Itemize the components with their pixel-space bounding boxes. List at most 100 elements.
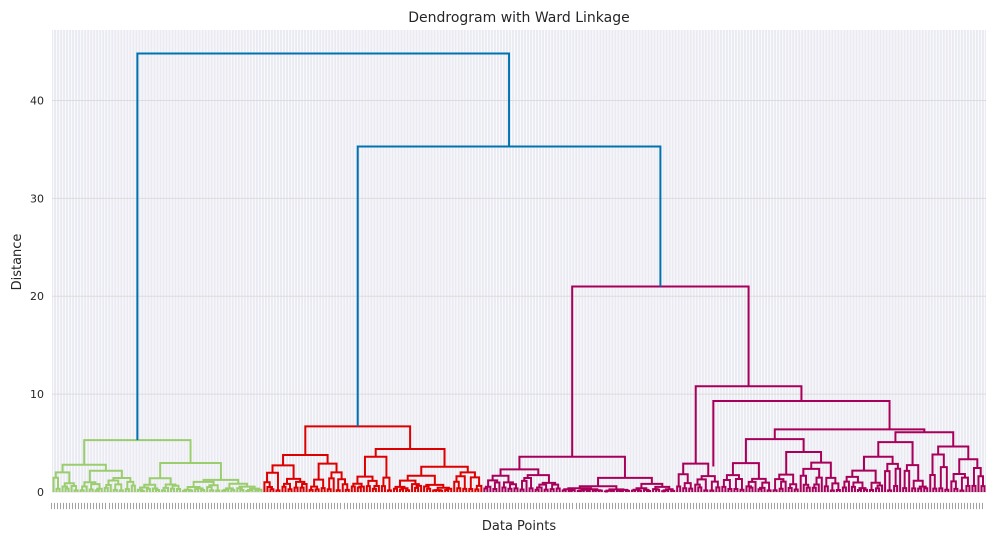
x-tick-label: — xyxy=(807,503,815,510)
gridlines xyxy=(52,30,986,493)
x-tick-label: — xyxy=(873,503,881,510)
x-tick-label: — xyxy=(542,503,550,510)
x-tick-label: — xyxy=(701,503,709,510)
dendrogram-link xyxy=(386,489,392,492)
x-tick-label: — xyxy=(710,503,718,510)
x-axis-ticks: ————————————————————————————————————————… xyxy=(48,502,987,509)
dendrogram-link xyxy=(929,473,936,492)
dendrogram-link xyxy=(747,480,757,492)
x-tick-label: — xyxy=(578,503,586,510)
x-tick-label: — xyxy=(942,503,950,510)
x-tick-label: — xyxy=(451,503,459,510)
x-tick-label: — xyxy=(587,503,595,510)
x-tick-label: — xyxy=(418,503,426,510)
dendrogram-link xyxy=(281,485,287,492)
x-tick-label: — xyxy=(894,503,902,510)
x-tick-label: — xyxy=(611,503,619,510)
x-tick-label: — xyxy=(123,503,131,510)
x-tick-label: — xyxy=(376,503,384,510)
dendrogram-link xyxy=(373,485,380,492)
dendrogram-link xyxy=(96,487,103,492)
x-tick-label: — xyxy=(870,503,878,510)
x-tick-label: — xyxy=(584,503,592,510)
x-tick-label: — xyxy=(843,503,851,510)
x-tick-label: — xyxy=(527,503,535,510)
x-tick-label: — xyxy=(475,503,483,510)
dendrogram-link xyxy=(682,487,688,492)
x-tick-label: — xyxy=(623,503,631,510)
x-tick-label: — xyxy=(370,503,378,510)
x-tick-label: — xyxy=(903,503,911,510)
dendrogram-link xyxy=(192,480,215,487)
dendrogram-link xyxy=(230,488,236,492)
x-tick-label: — xyxy=(412,503,420,510)
x-tick-label: — xyxy=(171,503,179,510)
x-tick-label: — xyxy=(177,503,185,510)
x-tick-label: — xyxy=(831,503,839,510)
dendrogram-link xyxy=(528,487,534,492)
x-tick-label: — xyxy=(858,503,866,510)
dendrogram-link xyxy=(640,482,664,489)
x-tick-label: — xyxy=(978,503,986,510)
dendrogram-link xyxy=(694,483,701,492)
dendrogram-link xyxy=(249,487,261,491)
x-tick-label: — xyxy=(876,503,884,510)
dendrogram-link xyxy=(952,472,966,482)
x-tick-label: — xyxy=(66,503,74,510)
x-tick-label: — xyxy=(819,503,827,510)
dendrogram-link xyxy=(314,488,320,492)
x-tick-label: — xyxy=(716,503,724,510)
x-tick-label: — xyxy=(394,503,402,510)
x-tick-label: — xyxy=(846,503,854,510)
dendrogram-link xyxy=(677,473,689,487)
x-tick-label: — xyxy=(210,503,218,510)
x-tick-label: — xyxy=(918,503,926,510)
dendrogram-link xyxy=(585,489,591,492)
dendrogram-link xyxy=(320,487,326,492)
dendrogram-link xyxy=(971,484,977,492)
x-tick-label: — xyxy=(201,503,209,510)
dendrogram-link xyxy=(810,461,832,478)
x-tick-label: — xyxy=(162,503,170,510)
y-tick-label: 20 xyxy=(30,290,44,303)
x-tick-label: — xyxy=(515,503,523,510)
x-tick-label: — xyxy=(126,503,134,510)
x-tick-label: — xyxy=(204,503,212,510)
x-tick-label: — xyxy=(951,503,959,510)
dendrogram-link xyxy=(88,488,94,492)
x-tick-label: — xyxy=(505,503,513,510)
dendrogram-link xyxy=(238,485,256,489)
x-tick-label: — xyxy=(861,503,869,510)
dendrogram-link xyxy=(299,486,305,492)
x-tick-label: — xyxy=(867,503,875,510)
dendrogram-link xyxy=(597,489,603,492)
dendrogram-link xyxy=(455,475,466,489)
x-tick-label: — xyxy=(484,503,492,510)
dendrogram-link xyxy=(953,487,959,492)
dendrogram-link xyxy=(938,487,944,492)
dendrogram-link xyxy=(313,478,325,489)
x-tick-label: — xyxy=(665,503,673,510)
x-tick-label: — xyxy=(737,503,745,510)
x-tick-label: — xyxy=(328,503,336,510)
dendrogram-link xyxy=(759,486,766,492)
x-tick-label: — xyxy=(816,503,824,510)
x-tick-label: — xyxy=(852,503,860,510)
x-tick-label: — xyxy=(120,503,128,510)
dendrogram-link xyxy=(151,487,159,492)
x-tick-label: — xyxy=(147,503,155,510)
dendrogram-link xyxy=(405,489,411,492)
x-tick-label: — xyxy=(117,503,125,510)
x-tick-label: — xyxy=(683,503,691,510)
dendrogram-link xyxy=(911,487,917,492)
x-tick-label: — xyxy=(183,503,191,510)
x-tick-label: — xyxy=(249,503,257,510)
dendrogram-link xyxy=(959,489,965,492)
x-tick-label: — xyxy=(400,503,408,510)
x-tick-label: — xyxy=(51,503,59,510)
x-tick-label: — xyxy=(795,503,803,510)
dendrogram-link xyxy=(420,465,469,476)
x-tick-label: — xyxy=(289,503,297,510)
x-tick-label: — xyxy=(439,503,447,510)
